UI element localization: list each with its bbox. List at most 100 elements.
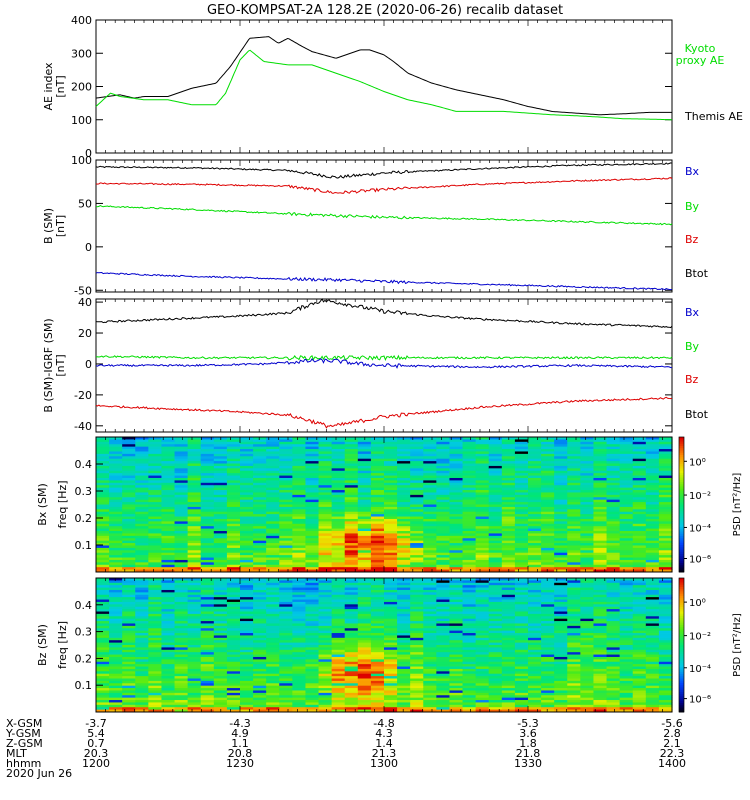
spec1-cell	[187, 562, 202, 566]
spec1-cell	[200, 482, 215, 486]
spec1-cell	[122, 552, 136, 556]
spec1-cell	[580, 497, 595, 501]
spec2-cell	[528, 578, 542, 581]
spec1-colorbar-step	[679, 495, 684, 499]
spec1-cell	[266, 485, 280, 489]
spec1-cell	[567, 441, 581, 445]
spec2-cell	[370, 589, 385, 593]
spec1-cell	[606, 531, 621, 534]
spec1-cell	[384, 451, 398, 455]
spec2-cell	[436, 642, 451, 646]
spec2-cell	[253, 587, 267, 591]
spec2-cell	[344, 594, 359, 598]
spec1-cell	[253, 509, 267, 513]
spec1-cell	[436, 487, 451, 491]
spec2-cell	[174, 578, 189, 581]
spec2-cell	[462, 704, 477, 708]
spec1-cell	[331, 550, 346, 554]
spec1-cell	[174, 439, 189, 443]
spec1-cell	[109, 509, 123, 513]
spec1-cell	[344, 555, 359, 558]
spec1-cell	[161, 567, 176, 570]
spec1-cell	[436, 473, 451, 476]
spec1-cell	[658, 516, 673, 520]
spec1-cell	[344, 526, 359, 530]
spec2-cell	[187, 645, 202, 648]
spec1-cell	[109, 531, 123, 534]
spec2-cell	[292, 709, 307, 713]
spec1-cell	[122, 468, 136, 472]
spec1-cell	[514, 465, 529, 469]
spec2-cell	[344, 613, 359, 617]
spec1-cell	[384, 521, 398, 525]
spec1-cell	[449, 465, 464, 469]
spec2-cell	[397, 704, 411, 708]
spec2-cell	[109, 609, 123, 612]
spec2-cell	[501, 621, 516, 624]
spec1-cell	[514, 557, 529, 561]
spec2-cell	[488, 592, 503, 596]
spec1-cell	[240, 463, 254, 467]
spec1-cell	[606, 516, 621, 520]
spec1-cell	[109, 504, 123, 508]
spec1-cell	[449, 485, 464, 489]
spec1-cell	[135, 480, 149, 484]
spec1-cell	[331, 516, 346, 520]
spec1-cell	[528, 555, 542, 558]
spec1-cell	[475, 518, 490, 522]
spec2-cell	[344, 611, 359, 615]
spec1-cell	[436, 540, 451, 544]
spec1-cell	[240, 497, 254, 501]
spec2-cell	[370, 680, 385, 684]
spec2-cell	[240, 606, 254, 610]
spec1-cell	[423, 521, 437, 525]
spec1-cell	[266, 509, 280, 513]
spec2-cell	[135, 704, 149, 708]
spec1-cell	[135, 559, 149, 563]
spec2-cell	[122, 685, 136, 689]
spec1-cell	[200, 456, 215, 460]
spec1-cell	[606, 540, 621, 544]
b-series-by	[95, 205, 673, 226]
spec1-cell	[200, 511, 215, 515]
spec1-cell	[213, 567, 228, 570]
spec2-cell	[122, 661, 136, 665]
db-ytick-label: 0	[85, 358, 92, 371]
spec1-cell	[501, 487, 516, 491]
spec2-cell	[161, 592, 176, 596]
spec2-cell	[423, 647, 437, 651]
spec1-cell	[580, 482, 595, 486]
spec1-cell	[475, 528, 490, 532]
spec1-cell	[645, 555, 660, 558]
spec1-cell	[410, 511, 424, 515]
spec2-cell	[462, 609, 477, 612]
spec1-cell	[449, 528, 464, 532]
spec2-cell	[200, 671, 215, 675]
spec2-cell	[148, 673, 163, 677]
spec2-cell	[397, 609, 411, 612]
spec1-cell	[501, 543, 516, 546]
spec1-cell	[226, 528, 241, 532]
spec1-cell	[370, 451, 385, 455]
spec2-cell	[305, 635, 320, 639]
spec2-cell	[370, 683, 385, 687]
spec1-cell	[305, 511, 320, 515]
spec2-cell	[135, 695, 149, 699]
spec1-cell	[410, 463, 424, 467]
spec1-colorbar-step	[679, 488, 684, 492]
spec1-cell	[240, 555, 254, 558]
spec1-cell	[122, 533, 136, 537]
spec1-cell	[645, 516, 660, 520]
spec1-cell	[410, 540, 424, 544]
spec2-cell	[148, 647, 163, 651]
spec1-cell	[501, 444, 516, 448]
spec2-cell	[462, 640, 477, 643]
spec2-cell	[226, 695, 241, 699]
spec2-cell	[501, 592, 516, 596]
spec2-cell	[462, 597, 477, 600]
spec2-cell	[488, 635, 503, 639]
spec2-cell	[514, 707, 529, 710]
spec1-cell	[187, 531, 202, 534]
spec2-cell	[226, 640, 241, 643]
spec2-cell	[528, 630, 542, 634]
